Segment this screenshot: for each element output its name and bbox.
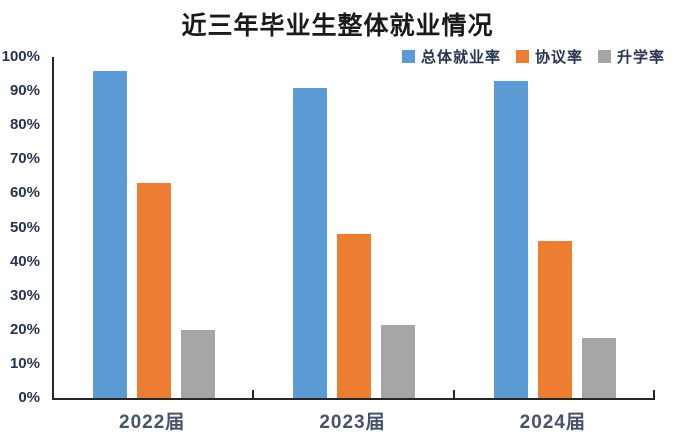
legend-swatch-icon [515, 50, 529, 63]
bar-group-2023届 [254, 57, 454, 398]
bar-series-0-2022届 [93, 70, 128, 398]
legend-label: 协议率 [534, 49, 583, 66]
y-tick-label-30: 30% [9, 286, 40, 304]
legend-item-0: 总体就业率 [401, 46, 501, 67]
legend-swatch-icon [401, 50, 415, 63]
bar-group-2024届 [455, 57, 655, 398]
bar-series-1-2023届 [337, 234, 372, 398]
y-tick-label-70: 70% [9, 150, 40, 168]
y-tick-label-40: 40% [9, 252, 40, 270]
bar-groups [54, 57, 655, 398]
category-axis-tick [452, 390, 455, 398]
y-axis-labels: 0% 10% 20% 30% 40% 50% 60% 70% 80% 90% 100% [0, 48, 46, 406]
x-axis-labels: 2022届 2023届 2024届 [52, 407, 653, 434]
y-tick-label-90: 90% [9, 82, 40, 100]
legend-swatch-icon [597, 50, 611, 63]
category-label-2022届: 2022届 [119, 412, 186, 433]
legend-item-1: 协议率 [515, 46, 583, 67]
legend-item-2: 升学率 [597, 46, 665, 67]
bar-series-2-2023届 [381, 324, 416, 398]
category-label-2023届: 2023届 [319, 412, 386, 433]
y-tick-label-50: 50% [9, 218, 40, 236]
category-axis-tick [252, 390, 255, 398]
bar-series-2-2022届 [181, 329, 216, 398]
y-tick-label-10: 10% [9, 354, 40, 372]
plot-area [52, 57, 655, 400]
bar-series-2-2024届 [581, 338, 616, 398]
bar-series-1-2022届 [137, 183, 172, 398]
y-tick-label-20: 20% [9, 320, 40, 338]
bar-series-0-2023届 [293, 87, 328, 398]
y-tick-label-60: 60% [9, 184, 40, 202]
legend-label: 总体就业率 [420, 49, 501, 66]
legend-label: 升学率 [616, 49, 665, 66]
category-axis-tick [653, 390, 655, 398]
y-tick-label-100: 100% [1, 48, 40, 65]
legend: 总体就业率 协议率 升学率 [401, 46, 665, 67]
bar-group-2022届 [54, 57, 254, 398]
y-tick-label-0: 0% [18, 389, 40, 406]
bar-series-1-2024届 [537, 241, 572, 398]
chart-title: 近三年毕业生整体就业情况 [181, 12, 494, 40]
y-tick-label-80: 80% [9, 116, 40, 134]
bar-series-0-2024届 [493, 80, 528, 398]
category-label-2024届: 2024届 [519, 412, 586, 433]
